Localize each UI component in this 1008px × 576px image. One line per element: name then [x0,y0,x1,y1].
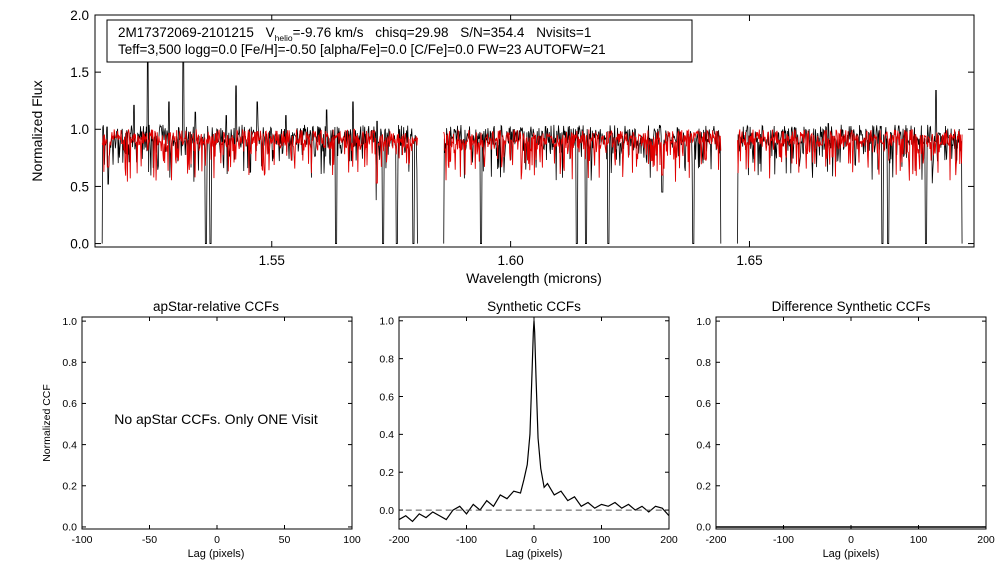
velocity-value: =-9.76 km/s [293,25,364,40]
apstar-ccf-x-tick-label: -50 [142,534,157,546]
apstar-ccf-x-axis-label: Lag (pixels) [188,548,245,560]
spectrum-x-tick-label: 1.65 [736,253,762,268]
spectrum-x-tick-label: 1.60 [497,253,523,268]
nvisits-value: Nvisits=1 [536,25,591,40]
synthetic-ccf-x-axis-label: Lag (pixels) [506,548,563,560]
apstar-ccf-y-tick-label: 0.0 [62,522,77,534]
difference-ccf-x-tick-label: 200 [977,534,995,546]
apstar-ccf-x-tick-label: 100 [343,534,361,546]
spectrum-panel: 1.55 1.60 1.65 0.0 0.5 1.0 1.5 2.0 Wavelength (… [29,8,975,286]
synthetic-ccf-line [398,320,670,523]
difference-ccf-ticks: -200 -100 0 100 200 0.0 0.2 0.4 0.6 0.8 1.0 [696,316,995,546]
synthetic-ccf-x-tick-label: -100 [456,534,477,546]
no-ccf-message: No apStar CCFs. Only ONE Visit [114,411,318,427]
synthetic-ccf-title: Synthetic CCFs [487,299,581,314]
velocity-label: V [266,25,275,40]
spectrum-ticks: 1.55 1.60 1.65 0.0 0.5 1.0 1.5 2.0 [70,8,974,268]
spectrum-plot-frame [94,14,975,248]
star-info-box [106,19,693,63]
apstar-ccf-y-tick-label: 0.8 [62,357,77,369]
apstar-ccf-x-tick-label: 50 [279,534,291,546]
synthetic-ccf-y-tick-label: 0.0 [379,505,394,517]
spectrum-series [101,28,963,244]
synthetic-ccf-ticks: -200 -100 0 100 200 0.0 0.2 0.4 0.6 0.8 1.0 [379,316,678,546]
difference-ccf-x-axis-label: Lag (pixels) [823,548,880,560]
difference-ccf-y-tick-label: 0.0 [696,522,711,534]
difference-ccf-panel: Difference Synthetic CCFs -200 -100 0 100 20… [696,299,995,560]
spectrum-y-tick-label: 1.0 [70,122,89,137]
snr-value: S/N=354.4 [460,25,525,40]
synthetic-ccf-x-tick-label: 200 [660,534,678,546]
synthetic-ccf-y-tick-label: 0.2 [379,467,394,479]
apstar-ccf-x-tick-label: -100 [71,534,92,546]
synthetic-ccf-x-tick-label: -200 [388,534,409,546]
synthetic-ccf-x-tick-label: 0 [531,534,537,546]
apstar-ccf-ticks: -100 -50 0 50 100 0.0 0.2 0.4 0.6 0.8 1.0 [62,316,361,546]
spectrum-y-axis-label: Normalized Flux [29,80,45,181]
apstar-ccf-y-axis-label: Normalized CCF [41,384,53,462]
spectrum-y-tick-label: 2.0 [70,8,89,23]
apstar-ccf-x-tick-label: 0 [214,534,220,546]
synthetic-ccf-y-tick-label: 0.6 [379,391,394,403]
difference-ccf-x-tick-label: -200 [705,534,726,546]
difference-ccf-y-tick-label: 1.0 [696,316,711,328]
apstar-ccf-panel: apStar-relative CCFs -100 -50 0 50 100 0.0 0.2… [41,299,361,560]
synthetic-ccf-panel: Synthetic CCFs -200 -100 0 100 200 0.0 0.2 0.4 0… [379,299,678,560]
spectrum-x-axis-label: Wavelength (microns) [466,270,602,286]
difference-ccf-x-tick-label: -100 [773,534,794,546]
difference-ccf-y-tick-label: 0.6 [696,398,711,410]
apstar-ccf-title: apStar-relative CCFs [153,299,279,314]
apstar-ccf-y-tick-label: 0.6 [62,398,77,410]
chisq-value: chisq=29.98 [375,25,448,40]
apstar-ccf-y-tick-label: 0.4 [62,439,77,451]
spectrum-x-tick-label: 1.55 [259,253,285,268]
difference-ccf-y-tick-label: 0.4 [696,439,711,451]
spectrum-y-tick-label: 0.5 [70,179,89,194]
difference-ccf-y-tick-label: 0.2 [696,481,711,493]
difference-ccf-x-tick-label: 100 [910,534,928,546]
synthetic-ccf-series [398,320,670,523]
apstar-ccf-y-tick-label: 1.0 [62,316,77,328]
stellar-params-line: Teff=3,500 logg=0.0 [Fe/H]=-0.50 [alpha/… [118,42,606,57]
synthetic-spectrum-line [101,128,963,184]
synthetic-ccf-y-tick-label: 0.8 [379,353,394,365]
star-info-line-1: 2M17372069-2101215 Vhelio=-9.76 km/s chi… [118,25,591,43]
difference-ccf-title: Difference Synthetic CCFs [772,299,931,314]
difference-ccf-plot-frame [715,316,987,530]
difference-ccf-y-tick-label: 0.8 [696,357,711,369]
synthetic-ccf-x-tick-label: 100 [593,534,611,546]
spectrum-y-tick-label: 0.0 [70,236,89,251]
apstar-ccf-y-tick-label: 0.2 [62,481,77,493]
spectrum-y-tick-label: 1.5 [70,65,89,80]
velocity-subscript: helio [275,33,293,43]
difference-ccf-x-tick-label: 0 [848,534,854,546]
star-id: 2M17372069-2101215 [118,25,254,40]
synthetic-ccf-y-tick-label: 1.0 [379,316,394,328]
synthetic-ccf-y-tick-label: 0.4 [379,429,394,441]
synthetic-ccf-plot-frame [398,316,670,530]
